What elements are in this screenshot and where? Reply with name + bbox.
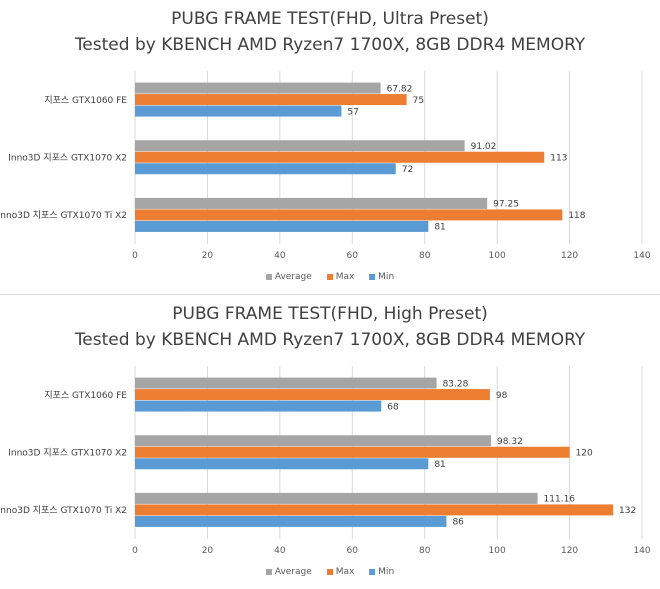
chart-panel-ultra: PUBG FRAME TEST(FHD, Ultra Preset) Teste… bbox=[0, 0, 660, 294]
x-tick-label: 60 bbox=[347, 251, 359, 261]
bar-min bbox=[135, 515, 447, 527]
legend-item-max: Max bbox=[326, 567, 355, 577]
legend-label: Min bbox=[378, 272, 395, 282]
legend-item-average: Average bbox=[265, 567, 312, 577]
data-label: 132 bbox=[619, 506, 636, 516]
data-label: 57 bbox=[347, 107, 358, 117]
x-tick-label: 140 bbox=[633, 546, 650, 556]
data-label: 86 bbox=[452, 518, 464, 528]
bar-average bbox=[135, 82, 381, 94]
data-label: 97.25 bbox=[493, 200, 519, 210]
bar-average bbox=[135, 140, 465, 152]
legend-label: Average bbox=[274, 567, 312, 577]
data-label: 111.16 bbox=[544, 495, 576, 505]
category-label: Inno3D 지포스 GTX1070 X2 bbox=[8, 153, 127, 164]
data-label: 68 bbox=[387, 402, 399, 412]
chart-legend: Average Max Min bbox=[0, 567, 660, 577]
legend-swatch-min bbox=[369, 568, 376, 575]
legend-swatch-average bbox=[265, 568, 272, 575]
bar-min bbox=[135, 458, 429, 470]
x-tick-label: 120 bbox=[561, 251, 578, 261]
bar-max bbox=[135, 389, 490, 401]
panel-divider bbox=[0, 294, 660, 295]
category-label: Inno3D 지포스 GTX1070 X2 bbox=[8, 448, 127, 459]
data-label: 118 bbox=[568, 211, 585, 221]
data-label: 83.28 bbox=[443, 379, 469, 389]
chart-subtitle: Tested by KBENCH AMD Ryzen7 1700X, 8GB D… bbox=[74, 330, 586, 350]
data-label: 113 bbox=[550, 154, 567, 164]
legend-item-min: Min bbox=[369, 567, 394, 577]
x-tick-label: 40 bbox=[274, 546, 286, 556]
bar-min bbox=[135, 163, 396, 175]
bar-min bbox=[135, 220, 429, 232]
category-label: Inno3D 지포스 GTX1070 Ti X2 bbox=[0, 210, 127, 221]
x-tick-label: 20 bbox=[202, 546, 214, 556]
bar-chart-high: 0 20 40 60 80 100 120 140 지포스 GTX1060 FE 83.28 98 6… bbox=[0, 366, 651, 556]
x-tick-label: 100 bbox=[489, 546, 506, 556]
bar-average bbox=[135, 377, 437, 389]
x-tick-label: 100 bbox=[489, 251, 506, 261]
category-label: 지포스 GTX1060 FE bbox=[44, 390, 127, 401]
bar-min bbox=[135, 400, 382, 412]
bar-average bbox=[135, 492, 538, 504]
data-label: 67.82 bbox=[387, 84, 413, 94]
legend-swatch-max bbox=[326, 273, 333, 280]
data-label: 98 bbox=[496, 391, 508, 401]
chart-title: PUBG FRAME TEST(FHD, High Preset) bbox=[172, 304, 488, 324]
legend-label: Max bbox=[335, 567, 355, 577]
legend-item-min: Min bbox=[369, 272, 394, 282]
legend-label: Max bbox=[335, 272, 355, 282]
chart-panel-high: PUBG FRAME TEST(FHD, High Preset) Tested… bbox=[0, 295, 660, 589]
data-label: 91.02 bbox=[471, 142, 497, 152]
legend-swatch-max bbox=[326, 568, 333, 575]
bar-average bbox=[135, 197, 488, 209]
bar-max bbox=[135, 151, 545, 163]
x-tick-label: 140 bbox=[633, 251, 650, 261]
chart-title: PUBG FRAME TEST(FHD, Ultra Preset) bbox=[171, 9, 489, 29]
bar-max bbox=[135, 94, 407, 106]
x-tick-label: 20 bbox=[202, 251, 214, 261]
bar-average bbox=[135, 435, 492, 447]
data-label: 72 bbox=[402, 165, 413, 175]
x-tick-label: 120 bbox=[561, 546, 578, 556]
bar-min bbox=[135, 105, 342, 117]
x-tick-label: 80 bbox=[419, 546, 431, 556]
chart-subtitle: Tested by KBENCH AMD Ryzen7 1700X, 8GB D… bbox=[74, 35, 586, 55]
category-label: Inno3D 지포스 GTX1070 Ti X2 bbox=[0, 505, 127, 516]
legend-item-max: Max bbox=[326, 272, 355, 282]
data-label: 120 bbox=[576, 449, 593, 459]
data-label: 81 bbox=[434, 223, 445, 233]
legend-label: Average bbox=[274, 272, 312, 282]
bar-max bbox=[135, 209, 563, 221]
legend-swatch-min bbox=[369, 273, 376, 280]
data-label: 81 bbox=[434, 460, 445, 470]
bar-max bbox=[135, 504, 614, 516]
legend-swatch-average bbox=[265, 273, 272, 280]
x-tick-label: 80 bbox=[419, 251, 431, 261]
x-tick-label: 0 bbox=[132, 546, 138, 556]
data-label: 98.32 bbox=[497, 437, 523, 447]
x-tick-label: 0 bbox=[132, 251, 138, 261]
legend-item-average: Average bbox=[265, 272, 312, 282]
chart-legend: Average Max Min bbox=[0, 272, 660, 282]
category-label: 지포스 GTX1060 FE bbox=[44, 95, 127, 106]
x-tick-label: 40 bbox=[274, 251, 286, 261]
x-tick-label: 60 bbox=[347, 546, 359, 556]
legend-label: Min bbox=[378, 567, 395, 577]
bar-max bbox=[135, 446, 570, 458]
data-label: 75 bbox=[413, 96, 424, 106]
